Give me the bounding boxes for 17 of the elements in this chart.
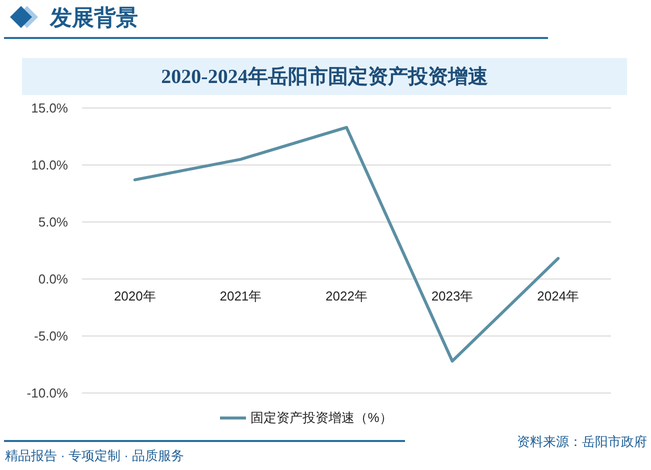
y-tick-label: 15.0% <box>31 100 68 116</box>
x-tick-label: 2023年 <box>431 288 474 304</box>
legend-label: 固定资产投资增速（%） <box>250 409 392 427</box>
title-banner: 2020-2024年岳阳市固定资产投资增速 <box>22 58 627 95</box>
x-tick-label: 2020年 <box>114 288 156 304</box>
y-tick-label: -5.0% <box>34 328 68 344</box>
x-tick-label: 2021年 <box>220 288 262 304</box>
text: 发展背景 <box>50 4 138 32</box>
text: 资料来源：岳阳市政府 <box>517 433 647 451</box>
y-tick-label: 0.0% <box>38 272 68 287</box>
chart-title: 2020-2024年岳阳市固定资产投资增速 <box>161 64 488 90</box>
x-tick-label: 2022年 <box>326 288 368 304</box>
text: 精品报告 · 专项定制 · 品质服务 <box>5 447 184 465</box>
y-tick-label: 5.0% <box>38 214 68 230</box>
x-tick-label: 2024年 <box>537 288 580 304</box>
y-tick-label: 10.0% <box>31 158 68 173</box>
y-tick-label: -10.0% <box>26 386 68 401</box>
